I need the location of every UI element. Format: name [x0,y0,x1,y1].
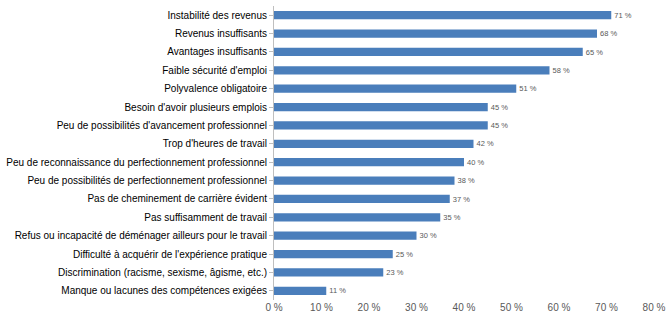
svg-text:Faible sécurité d'emploi: Faible sécurité d'emploi [162,65,267,76]
svg-text:Refus ou incapacité de déménag: Refus ou incapacité de déménager ailleur… [15,230,267,241]
svg-text:Manque ou lacunes des compéten: Manque ou lacunes des compétences exigée… [61,285,267,296]
svg-text:25 %: 25 % [396,250,413,259]
svg-text:Instabilité des revenus: Instabilité des revenus [167,10,267,21]
svg-text:42 %: 42 % [477,139,494,148]
svg-text:37 %: 37 % [453,195,470,204]
svg-text:45 %: 45 % [491,103,508,112]
svg-text:60 %: 60 % [548,302,571,313]
svg-text:Pas suffisamment de travail: Pas suffisamment de travail [144,212,267,223]
svg-text:Besoin d'avoir plusieurs emplo: Besoin d'avoir plusieurs emplois [124,102,267,113]
svg-text:40 %: 40 % [467,158,484,167]
svg-text:Peu de possibilités de perfect: Peu de possibilités de perfectionnement … [27,175,267,186]
svg-text:30 %: 30 % [420,231,437,240]
svg-text:11 %: 11 % [329,286,346,295]
svg-text:Difficulté à acquérir de l'exp: Difficulté à acquérir de l'expérience pr… [73,249,267,260]
svg-text:68 %: 68 % [600,29,617,38]
svg-text:51 %: 51 % [519,84,536,93]
svg-text:Polyvalence obligatoire: Polyvalence obligatoire [164,83,267,94]
svg-text:71 %: 71 % [614,11,631,20]
svg-text:Discrimination (racisme, sexis: Discrimination (racisme, sexisme, âgisme… [58,267,267,278]
svg-text:Trop d'heures de travail: Trop d'heures de travail [163,138,267,149]
svg-text:23 %: 23 % [386,268,403,277]
svg-text:Avantages insuffisants: Avantages insuffisants [167,46,267,57]
svg-text:0 %: 0 % [265,302,282,313]
svg-text:Pas de cheminement de carrière: Pas de cheminement de carrière évident [87,193,267,204]
svg-text:30 %: 30 % [405,302,428,313]
svg-text:20 %: 20 % [358,302,381,313]
svg-text:58 %: 58 % [553,66,570,75]
svg-text:50 %: 50 % [500,302,523,313]
svg-text:80 %: 80 % [643,302,666,313]
svg-text:70 %: 70 % [595,302,618,313]
svg-text:38 %: 38 % [458,176,475,185]
svg-text:40 %: 40 % [453,302,476,313]
svg-text:45 %: 45 % [491,121,508,130]
svg-text:Peu de reconnaissance du perfe: Peu de reconnaissance du perfectionnemen… [6,157,267,168]
svg-text:Revenus insuffisants: Revenus insuffisants [175,28,267,39]
svg-text:35 %: 35 % [443,213,460,222]
svg-text:65 %: 65 % [586,48,603,57]
svg-text:Peu de possibilités d'avanceme: Peu de possibilités d'avancement profess… [57,120,267,131]
svg-text:10 %: 10 % [310,302,333,313]
